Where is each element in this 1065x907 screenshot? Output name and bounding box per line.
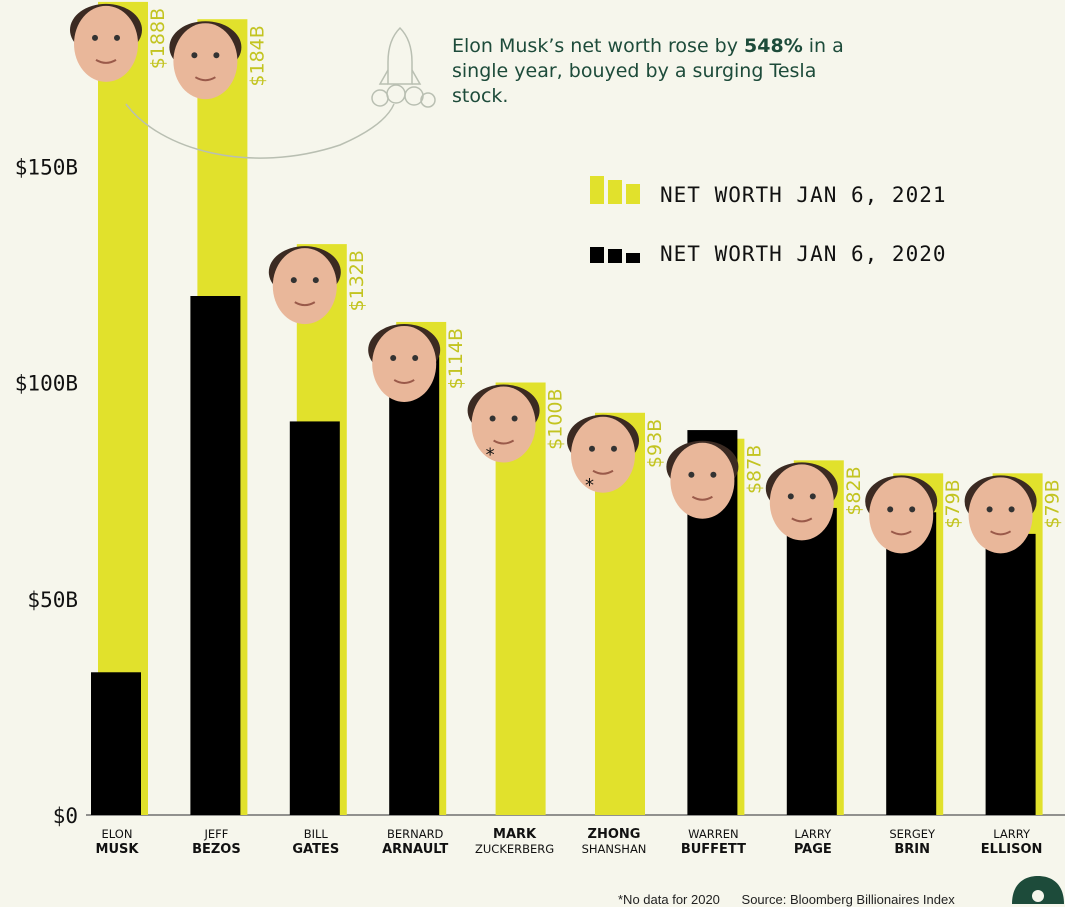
y-tick-label: $100B: [15, 372, 78, 396]
portrait-icon: [70, 3, 142, 82]
bar-2020: [190, 296, 241, 815]
annotation: Elon Musk’s net worth rose by 548% in a …: [452, 34, 872, 109]
portrait-icon: [666, 440, 739, 519]
category-last-name: MUSK: [96, 842, 140, 857]
no-data-marker: *: [585, 475, 594, 496]
no-data-marker: *: [486, 445, 495, 466]
y-tick-label: $150B: [15, 155, 78, 179]
category-first-name: LARRY: [993, 827, 1031, 841]
value-label: $82B: [843, 466, 865, 515]
source-note: Source: Bloomberg Billionaires Index: [741, 892, 955, 907]
bar-2020: [786, 507, 837, 815]
bar-2020: [289, 421, 340, 815]
value-label: $114B: [445, 328, 467, 389]
legend-swatch: [626, 253, 640, 263]
value-label: $93B: [644, 419, 666, 468]
category-last-name: GATES: [292, 842, 339, 857]
value-label: $100B: [545, 389, 567, 450]
category-first-name: MARK: [493, 827, 537, 842]
bar-2020: [389, 356, 440, 815]
bar-2020: [91, 672, 141, 815]
legend-label: NET WORTH JAN 6, 2020: [660, 242, 947, 266]
value-label: $184B: [246, 25, 268, 86]
legend-label: NET WORTH JAN 6, 2021: [660, 183, 947, 207]
portrait-icon: [169, 21, 242, 100]
value-label: $132B: [346, 250, 368, 311]
category-last-name: BEZOS: [192, 842, 241, 857]
bars: [91, 1, 1043, 816]
footer: *No data for 2020 Source: Bloomberg Bill…: [618, 892, 973, 907]
portrait-icon: [865, 475, 938, 554]
category-first-name: LARRY: [794, 827, 832, 841]
category-first-name: BILL: [304, 827, 329, 841]
legend-swatch: [590, 176, 604, 204]
portrait-icon: [268, 246, 341, 325]
category-first-name: SERGEY: [889, 827, 936, 841]
logo-icon: [1012, 876, 1064, 904]
y-tick-label: $0: [53, 804, 78, 828]
annotation-text-start: Elon Musk’s net worth rose by: [452, 35, 745, 57]
legend-swatch: [608, 249, 622, 263]
rocket-icon: [125, 26, 436, 159]
category-last-name: ZUCKERBERG: [475, 842, 554, 856]
category-first-name: WARREN: [688, 827, 738, 841]
value-labels: $188B $184B $132B $114B $100B * $93B * $87B $82B $…: [147, 8, 1064, 529]
value-label: $188B: [147, 8, 169, 69]
portrait-icon: [765, 462, 838, 541]
no-data-note: *No data for 2020: [618, 892, 720, 907]
portrait-icon: [467, 384, 540, 463]
category-first-name: BERNARD: [387, 827, 444, 841]
category-last-name: BRIN: [894, 842, 930, 857]
portrait-icon: [567, 414, 639, 493]
legend: NET WORTH JAN 6, 2021 NET WORTH JAN 6, 20…: [590, 176, 947, 266]
category-first-name: ZHONG: [588, 827, 641, 842]
annotation-highlight: 548%: [744, 35, 803, 57]
value-label: $79B: [1042, 479, 1064, 528]
category-last-name: SHANSHAN: [582, 842, 647, 856]
category-first-name: JEFF: [203, 827, 228, 841]
bar-2020: [985, 533, 1036, 815]
legend-swatch: [590, 247, 604, 263]
portrait-icon: [964, 475, 1037, 554]
category-last-name: PAGE: [794, 842, 832, 857]
bar-2020: [886, 512, 937, 815]
category-last-name: BUFFETT: [681, 842, 746, 857]
portraits: [70, 3, 1037, 554]
annotation-text-end: in a single year, bouyed by a surging Te…: [452, 35, 844, 107]
category-last-name: ARNAULT: [382, 842, 448, 857]
value-label: $87B: [743, 445, 765, 494]
legend-swatch: [626, 184, 640, 204]
category-first-name: ELON: [102, 827, 133, 841]
category-last-name: ELLISON: [981, 842, 1043, 857]
legend-swatch: [608, 180, 622, 204]
portrait-icon: [368, 323, 441, 402]
value-label: $79B: [942, 479, 964, 528]
y-tick-label: $50B: [27, 588, 78, 612]
